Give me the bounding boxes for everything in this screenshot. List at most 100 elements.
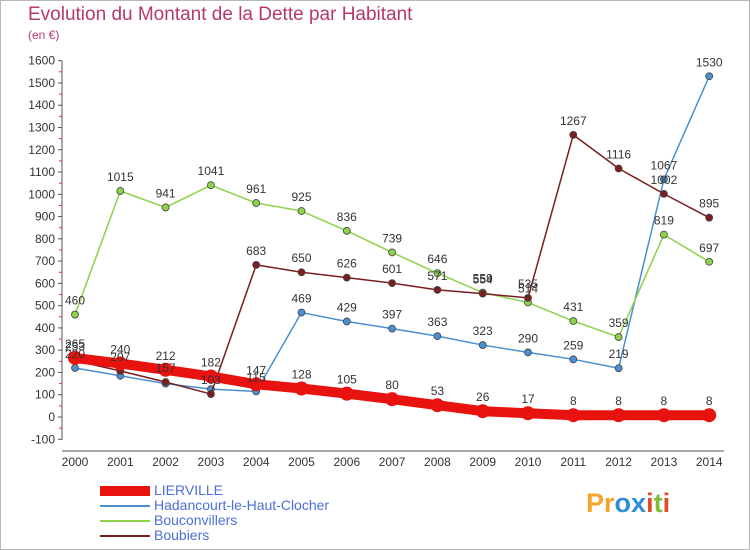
data-label: 26: [476, 390, 490, 404]
data-point-0: [521, 406, 535, 421]
data-point-2: [342, 226, 351, 235]
data-label: 961: [246, 182, 266, 196]
y-tick-label: 800: [35, 232, 55, 246]
data-point-2: [71, 310, 79, 319]
data-point-3: [388, 279, 397, 288]
data-label: 429: [337, 300, 357, 314]
y-tick-label: 900: [35, 210, 55, 224]
legend-label: Boubiers: [154, 527, 210, 543]
data-label: 220: [65, 347, 85, 361]
data-point-2: [660, 230, 668, 239]
data-point-0: [656, 408, 671, 423]
y-tick-label: 1400: [28, 98, 55, 112]
data-label: 1116: [606, 147, 631, 161]
data-label: 8: [706, 394, 713, 408]
data-point-0: [294, 381, 309, 396]
data-label: 1267: [560, 114, 587, 128]
x-tick-label: 2005: [288, 455, 315, 469]
data-point-3: [206, 390, 215, 398]
data-label: 514: [518, 282, 538, 296]
y-tick-label: 200: [35, 365, 55, 379]
data-label: 559: [473, 272, 493, 286]
data-label: 157: [156, 361, 176, 375]
data-point-1: [71, 364, 79, 372]
data-point-0: [203, 369, 218, 384]
data-label: 265: [65, 337, 85, 351]
y-tick-label: 1500: [28, 76, 55, 90]
data-label: 182: [201, 355, 221, 369]
data-label: 571: [427, 269, 447, 283]
x-tick-label: 2011: [560, 455, 586, 469]
x-tick-label: 2003: [198, 455, 225, 469]
data-label: 17: [521, 392, 535, 406]
data-label: 431: [563, 300, 583, 314]
y-tick-label: 500: [35, 299, 55, 313]
data-label: 397: [382, 308, 402, 322]
data-label: 115: [247, 370, 266, 384]
y-tick-label: 600: [35, 276, 55, 290]
y-tick-label: 700: [35, 254, 55, 268]
data-point-3: [252, 260, 261, 269]
logo-letter: o: [614, 488, 632, 518]
x-tick-label: 2008: [424, 455, 451, 469]
data-point-3: [524, 293, 532, 302]
data-point-3: [297, 268, 306, 277]
logo-letter: i: [662, 488, 671, 518]
x-tick-label: 2002: [152, 455, 179, 469]
x-tick-label: 2013: [651, 455, 678, 469]
data-label: 128: [291, 367, 311, 381]
data-point-1: [569, 355, 578, 364]
data-label: 253: [65, 340, 85, 354]
data-point-2: [161, 203, 170, 212]
legend-swatch: [100, 505, 150, 507]
data-label: 941: [156, 186, 176, 200]
data-label: 626: [337, 257, 357, 271]
x-tick-label: 2009: [469, 455, 496, 469]
y-tick-label: 100: [35, 388, 55, 402]
y-tick-label: 1200: [28, 143, 55, 157]
data-point-3: [614, 164, 623, 173]
x-tick-label: 2004: [243, 455, 270, 469]
data-point-3: [705, 213, 714, 222]
data-label: 460: [65, 294, 85, 308]
data-point-0: [475, 404, 490, 419]
logo-letter: r: [604, 488, 615, 518]
data-point-0: [113, 356, 128, 371]
data-point-1: [614, 364, 623, 373]
data-label: 683: [246, 244, 266, 258]
proxiti-logo: Proxiti: [586, 488, 670, 519]
data-point-2: [614, 333, 623, 341]
y-tick-label: 1300: [28, 120, 55, 134]
data-label: 103: [201, 373, 221, 387]
legend-swatch: [100, 520, 150, 522]
data-label: 925: [291, 190, 311, 204]
y-tick-label: 1000: [28, 187, 55, 201]
y-tick-label: 1600: [28, 54, 55, 68]
logo-letter: x: [631, 488, 647, 518]
data-label: 105: [337, 373, 357, 387]
data-label: 1015: [107, 170, 134, 184]
data-point-0: [611, 408, 626, 423]
data-label: 895: [699, 197, 719, 211]
data-label: 650: [291, 251, 311, 265]
logo-letter: i: [646, 488, 654, 518]
data-label: 240: [110, 343, 130, 357]
x-tick-label: 2010: [515, 455, 542, 469]
data-label: 290: [518, 331, 538, 345]
data-label: 836: [337, 210, 357, 224]
data-label: 535: [518, 277, 538, 291]
x-tick-label: 2001: [107, 455, 134, 469]
data-point-0: [68, 350, 82, 365]
x-tick-label: 2006: [333, 455, 360, 469]
data-label: 8: [570, 394, 577, 408]
data-point-3: [478, 289, 487, 298]
data-point-1: [478, 341, 487, 349]
legend-swatch: [100, 535, 150, 537]
data-label: 219: [609, 347, 629, 361]
data-label: 1067: [651, 158, 678, 172]
legend-label: Bouconvillers: [154, 512, 238, 528]
data-point-2: [388, 248, 397, 257]
data-label: 819: [654, 214, 674, 228]
